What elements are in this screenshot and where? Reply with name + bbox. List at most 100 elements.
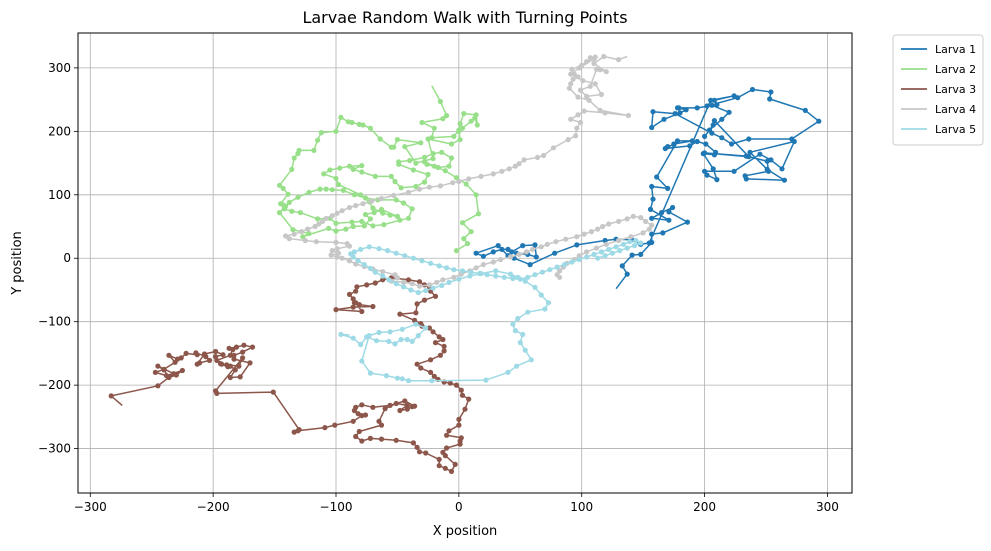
turning-point — [442, 168, 448, 174]
turning-point — [671, 142, 677, 148]
turning-point — [232, 367, 238, 373]
turning-point — [428, 357, 434, 363]
turning-point — [408, 287, 414, 293]
turning-point — [457, 121, 463, 127]
turning-point — [351, 249, 357, 255]
turning-point — [415, 333, 421, 339]
turning-point — [505, 246, 511, 252]
series-4 — [283, 53, 655, 289]
turning-point — [563, 236, 569, 242]
turning-point — [628, 234, 634, 240]
turning-point — [569, 259, 575, 265]
turning-point — [166, 352, 172, 358]
turning-point — [194, 361, 200, 367]
axes: −300 −200 −100 0 100 200 300 −300 −200 −100 0 100 20… — [38, 32, 853, 514]
turning-point — [742, 173, 748, 179]
turning-point — [624, 216, 630, 222]
turning-point — [616, 218, 622, 224]
turning-point — [453, 382, 459, 388]
turning-point — [369, 198, 375, 204]
turning-point — [227, 374, 233, 381]
y-tick-label: −100 — [38, 315, 71, 329]
turning-point — [647, 206, 654, 212]
turning-point — [338, 331, 344, 337]
turning-point — [313, 239, 319, 245]
turning-point — [323, 215, 329, 221]
turning-point — [353, 288, 359, 294]
turning-point — [430, 156, 436, 162]
turning-point — [316, 221, 322, 227]
turning-point — [441, 343, 447, 349]
turning-point — [346, 291, 353, 297]
turning-point — [431, 163, 437, 169]
turning-point — [576, 253, 582, 259]
turning-point — [419, 119, 425, 126]
turning-point — [353, 300, 359, 306]
turning-point — [525, 309, 531, 315]
turning-point — [802, 107, 808, 113]
turning-point — [569, 66, 575, 72]
turning-point — [484, 272, 490, 278]
turning-point — [591, 60, 597, 67]
turning-point — [428, 260, 434, 266]
turning-point — [588, 229, 595, 235]
turning-point — [410, 440, 416, 446]
turning-point — [399, 326, 405, 332]
turning-point — [306, 230, 312, 237]
turning-point — [404, 336, 410, 343]
turning-point — [478, 173, 484, 179]
turning-point — [387, 329, 393, 335]
turning-point — [372, 280, 378, 286]
turning-point — [372, 173, 378, 179]
turning-point — [595, 226, 601, 232]
turning-point — [353, 404, 359, 410]
turning-point — [404, 406, 410, 412]
turning-point — [602, 253, 608, 259]
turning-point — [416, 283, 423, 289]
turning-point — [398, 185, 404, 191]
turning-point — [767, 96, 773, 102]
turning-point — [370, 404, 376, 410]
turning-point — [407, 157, 413, 164]
turning-point — [538, 292, 544, 298]
turning-point — [466, 396, 472, 402]
turning-point — [512, 328, 519, 334]
turning-point — [592, 54, 598, 60]
turning-point — [781, 177, 788, 183]
turning-point — [456, 276, 462, 282]
turning-point — [386, 338, 392, 344]
turning-point — [662, 145, 668, 152]
x-tick-label: −100 — [320, 500, 353, 514]
turning-point — [413, 310, 419, 316]
turning-point — [459, 392, 466, 398]
turning-point — [687, 143, 693, 149]
turning-point — [214, 390, 220, 396]
turning-point — [453, 248, 459, 254]
turning-point — [463, 181, 469, 187]
turning-point — [627, 239, 633, 245]
turning-point — [436, 263, 442, 269]
turning-point — [493, 273, 499, 279]
turning-point — [616, 57, 622, 63]
turning-point — [493, 268, 499, 274]
turning-point — [447, 380, 453, 386]
turning-point — [666, 217, 672, 223]
turning-point — [765, 168, 772, 174]
turning-point — [224, 362, 230, 368]
turning-point — [240, 349, 246, 355]
turning-point — [373, 338, 380, 344]
turning-point — [490, 259, 496, 265]
turning-point — [468, 118, 474, 124]
turning-point — [323, 186, 329, 192]
turning-point — [377, 136, 383, 142]
turning-point — [227, 352, 233, 358]
turning-point — [674, 138, 681, 144]
turning-point — [603, 69, 609, 75]
turning-point — [430, 329, 436, 335]
turning-point — [619, 263, 625, 269]
turning-point — [370, 303, 376, 310]
turning-point — [236, 363, 242, 369]
turning-point — [473, 192, 479, 198]
turning-point — [333, 220, 339, 226]
